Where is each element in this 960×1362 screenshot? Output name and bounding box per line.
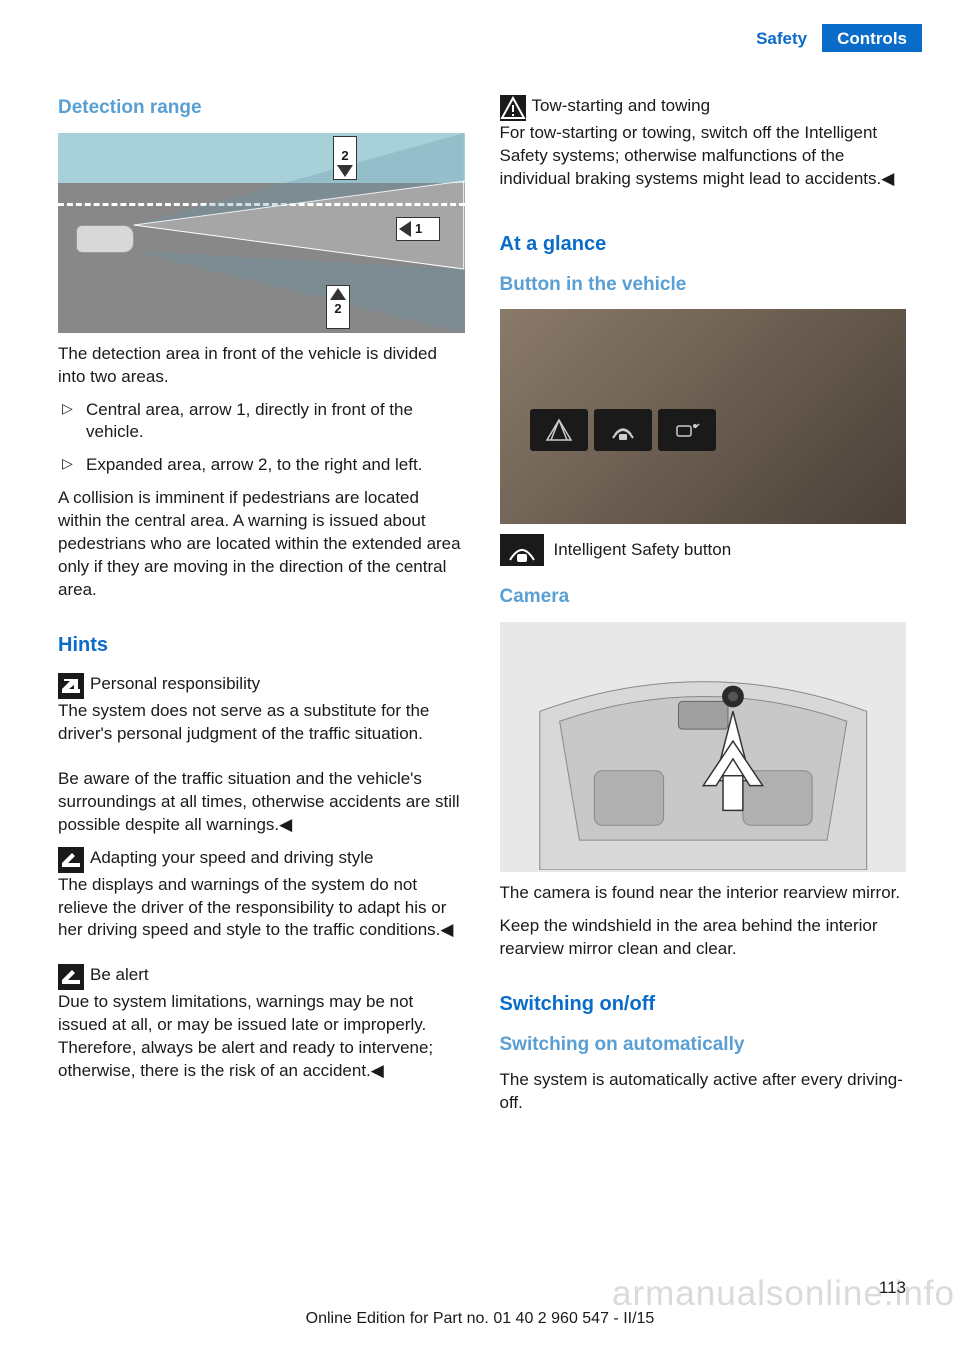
button-label-text: Intelligent Safety button <box>554 540 732 559</box>
list-item: Expanded area, arrow 2, to the right and… <box>58 454 465 477</box>
detection-intro-text: The detection area in front of the vehic… <box>58 343 465 389</box>
hint-body: For tow-starting or towing, switch off t… <box>500 122 907 191</box>
hint-block: Personal responsibility The system does … <box>58 673 465 756</box>
button-label-row: Intelligent Safety button <box>500 534 907 566</box>
figure-arrow-2-top: 2 <box>333 136 357 180</box>
hint-block: Adapting your speed and driving style Th… <box>58 847 465 953</box>
right-column: Tow-starting and towing For tow-starting… <box>500 95 907 1125</box>
figure-camera-svg <box>520 642 886 870</box>
hint-title: Be alert <box>90 965 149 984</box>
hint-block-warning: Tow-starting and towing For tow-starting… <box>500 95 907 201</box>
info-arrow-icon <box>58 847 84 873</box>
hint-body: The displays and warnings of the system … <box>58 874 465 943</box>
hint-title: Adapting your speed and driving style <box>90 848 374 867</box>
heading-switching: Switching on/off <box>500 991 907 1018</box>
arrow-label: 2 <box>341 147 348 165</box>
hint-title: Tow-starting and towing <box>532 96 711 115</box>
info-arrow-icon <box>58 673 84 699</box>
page-content: Detection range 2 1 2 The det <box>58 95 906 1125</box>
breadcrumb-controls: Controls <box>822 24 922 52</box>
arrow-label: 2 <box>334 300 341 318</box>
hint-body: Be aware of the traffic situation and th… <box>58 768 465 837</box>
page-number: 113 <box>879 1277 906 1300</box>
figure-btn-2 <box>594 409 652 451</box>
camera-body-2: Keep the windshield in the area behind t… <box>500 915 907 961</box>
camera-body-1: The camera is found near the interior re… <box>500 882 907 905</box>
heading-detection-range: Detection range <box>58 95 465 121</box>
arrow-triangle <box>330 288 346 300</box>
heading-switching-auto: Switching on automatically <box>500 1032 907 1058</box>
figure-detection-range: 2 1 2 <box>58 133 465 333</box>
left-column: Detection range 2 1 2 The det <box>58 95 465 1125</box>
figure-vehicle-button <box>500 309 907 524</box>
detection-collision-text: A collision is imminent if pedestrians a… <box>58 487 465 602</box>
detection-bullet-list: Central area, arrow 1, directly in front… <box>58 399 465 478</box>
warning-icon <box>500 95 526 121</box>
heading-hints: Hints <box>58 632 465 659</box>
info-arrow-icon <box>58 964 84 990</box>
hint-title: Personal responsibility <box>90 674 260 693</box>
list-item: Central area, arrow 1, directly in front… <box>58 399 465 445</box>
figure-btn-3 <box>658 409 716 451</box>
breadcrumb-safety: Safety <box>741 24 822 52</box>
figure-arrow-1: 1 <box>396 217 440 241</box>
figure-btn-1 <box>530 409 588 451</box>
header-breadcrumb: Safety Controls <box>741 24 922 52</box>
switching-auto-body: The system is automatically active after… <box>500 1069 907 1115</box>
hint-body: Due to system limitations, warnings may … <box>58 991 465 1083</box>
heading-at-a-glance: At a glance <box>500 231 907 258</box>
hint-body: The system does not serve as a substi­tu… <box>58 700 465 746</box>
figure-car-shape <box>76 225 134 253</box>
heading-camera: Camera <box>500 584 907 610</box>
figure-button-row <box>530 409 716 451</box>
arrow-triangle <box>337 165 353 177</box>
heading-button-in-vehicle: Button in the vehicle <box>500 272 907 298</box>
arrow-triangle <box>399 221 411 237</box>
figure-arrow-2-bottom: 2 <box>326 285 350 329</box>
figure-camera <box>500 622 907 872</box>
footer-text: Online Edition for Part no. 01 40 2 960 … <box>0 1308 960 1330</box>
hint-block: Be alert Due to system limitations, warn… <box>58 964 465 1093</box>
intelligent-safety-icon <box>500 534 544 566</box>
arrow-label: 1 <box>415 220 422 238</box>
